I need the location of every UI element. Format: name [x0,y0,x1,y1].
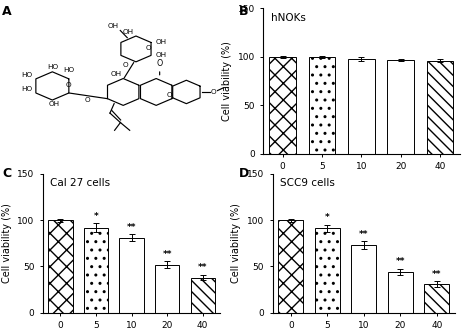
Text: A: A [2,5,12,18]
Bar [351,245,376,313]
Text: B: B [239,5,249,18]
Bar [278,220,303,313]
Text: O: O [146,45,151,51]
Text: hNOKs: hNOKs [271,13,306,23]
Text: OH: OH [155,52,166,59]
Text: OH: OH [108,23,119,29]
Text: OH: OH [122,29,133,35]
Text: OH: OH [49,101,60,107]
Text: SCC9 cells: SCC9 cells [280,178,335,188]
Bar [315,228,340,313]
Bar [424,284,449,313]
Text: HO: HO [21,85,32,91]
Text: O: O [211,89,217,95]
Bar [269,57,296,154]
Text: O: O [122,62,128,68]
Text: O: O [84,97,90,103]
Text: **: ** [198,263,208,272]
Text: OH: OH [155,39,166,45]
Y-axis label: Cell viability (%): Cell viability (%) [1,203,11,283]
Text: *: * [93,212,99,220]
Bar [155,264,179,313]
Text: **: ** [395,258,405,266]
Y-axis label: Cell viability (%): Cell viability (%) [222,41,232,121]
Text: **: ** [127,223,137,232]
Bar [348,59,375,154]
Text: **: ** [162,250,172,259]
Text: HO: HO [47,65,58,71]
Text: OH: OH [110,71,122,77]
Bar [427,61,454,154]
Text: D: D [239,167,250,180]
Bar [48,220,73,313]
Bar [387,60,414,154]
Bar [388,272,413,313]
Text: **: ** [359,230,369,239]
Text: O: O [66,82,71,88]
Text: O: O [166,92,172,98]
Text: C: C [2,167,11,180]
Bar [309,57,336,154]
Bar [191,278,215,313]
Text: HO: HO [63,67,74,73]
Y-axis label: Cell viability (%): Cell viability (%) [231,203,241,283]
Text: *: * [325,213,330,222]
X-axis label: Icariin concentration (μM): Icariin concentration (μM) [298,177,425,187]
Text: HO: HO [21,72,32,78]
Text: Cal 27 cells: Cal 27 cells [50,178,110,188]
Text: **: ** [432,270,442,279]
Bar [84,227,108,313]
Bar [119,238,144,313]
Text: O: O [156,59,163,68]
